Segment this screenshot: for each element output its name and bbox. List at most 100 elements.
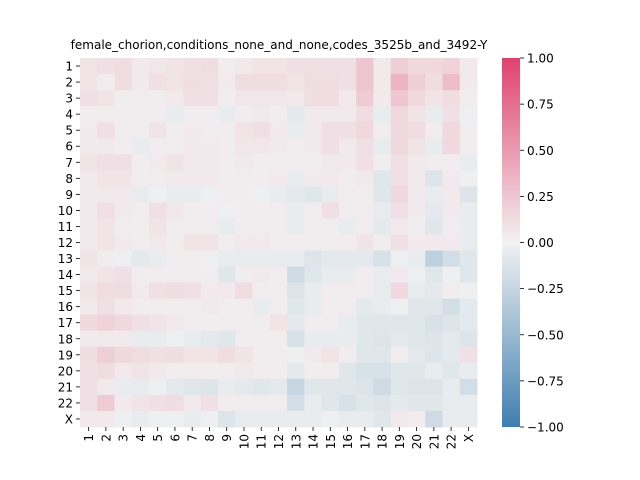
heatmap-cell bbox=[131, 154, 150, 171]
heatmap-cell bbox=[321, 330, 340, 348]
heatmap-cell bbox=[407, 410, 426, 428]
heatmap-cell bbox=[356, 218, 374, 235]
heatmap-cell bbox=[269, 74, 288, 91]
heatmap-cell bbox=[218, 298, 236, 316]
heatmap-cell bbox=[407, 378, 426, 396]
heatmap-cell bbox=[373, 90, 392, 107]
heatmap-cell bbox=[166, 122, 185, 139]
heatmap-cell bbox=[183, 122, 202, 139]
heatmap-cell bbox=[338, 282, 357, 300]
heatmap-cell bbox=[269, 346, 288, 364]
y-tick-label: 17 bbox=[58, 316, 73, 330]
heatmap-cell bbox=[338, 314, 357, 332]
heatmap-cell bbox=[235, 346, 254, 364]
heatmap-cell bbox=[200, 314, 219, 332]
heatmap-cell bbox=[235, 234, 254, 252]
heatmap-cell bbox=[166, 154, 185, 171]
heatmap-cell bbox=[114, 298, 133, 316]
heatmap-cell bbox=[218, 74, 236, 91]
heatmap-cell bbox=[442, 138, 461, 155]
heatmap-cell bbox=[304, 154, 323, 171]
y-tick-label: X bbox=[65, 412, 73, 426]
heatmap-cell bbox=[269, 90, 288, 107]
heatmap-cell bbox=[373, 138, 392, 155]
heatmap-cell bbox=[114, 90, 133, 107]
heatmap-cell bbox=[114, 202, 133, 219]
heatmap-cell bbox=[390, 154, 409, 171]
heatmap-cell bbox=[218, 250, 236, 268]
heatmap-cell bbox=[459, 234, 478, 252]
heatmap-cell bbox=[149, 314, 167, 332]
heatmap-cell bbox=[166, 282, 185, 300]
colorbar-tick-label: 0.25 bbox=[527, 190, 554, 204]
heatmap-cell bbox=[287, 202, 305, 219]
heatmap-cell bbox=[442, 170, 461, 187]
heatmap-cell bbox=[442, 218, 461, 235]
heatmap-cell bbox=[149, 394, 167, 412]
heatmap-cell bbox=[252, 202, 271, 219]
heatmap-cell bbox=[304, 218, 323, 235]
heatmap-cell bbox=[149, 186, 167, 203]
heatmap-cell bbox=[218, 394, 236, 412]
colorbar-tick-label: −1.00 bbox=[527, 421, 564, 435]
heatmap-cell bbox=[183, 138, 202, 155]
heatmap-cell bbox=[321, 58, 340, 75]
heatmap-cell bbox=[287, 218, 305, 235]
heatmap-cell bbox=[442, 234, 461, 252]
heatmap-cell bbox=[269, 378, 288, 396]
heatmap-cell bbox=[390, 122, 409, 139]
heatmap-cell bbox=[252, 170, 271, 187]
heatmap-cell bbox=[97, 282, 116, 300]
heatmap-cell bbox=[407, 394, 426, 412]
heatmap-cell bbox=[425, 282, 443, 300]
heatmap-cell bbox=[459, 314, 478, 332]
heatmap-cell bbox=[338, 154, 357, 171]
heatmap-cell bbox=[114, 154, 133, 171]
heatmap-cell bbox=[287, 330, 305, 348]
heatmap-cell bbox=[252, 138, 271, 155]
heatmap-cell bbox=[97, 90, 116, 107]
heatmap-cell bbox=[425, 58, 443, 75]
heatmap-cell bbox=[183, 298, 202, 316]
heatmap-cell bbox=[97, 410, 116, 428]
heatmap-cell bbox=[287, 106, 305, 123]
heatmap-cell bbox=[149, 218, 167, 235]
heatmap-cell bbox=[304, 106, 323, 123]
heatmap-cell bbox=[373, 122, 392, 139]
heatmap-cell bbox=[183, 186, 202, 203]
heatmap-cell bbox=[149, 378, 167, 396]
colorbar-tick-label: 0.75 bbox=[527, 98, 554, 112]
heatmap-cell bbox=[200, 330, 219, 348]
heatmap-cell bbox=[218, 58, 236, 75]
heatmap-cell bbox=[321, 170, 340, 187]
heatmap-cell bbox=[114, 106, 133, 123]
heatmap-cell bbox=[252, 410, 271, 428]
heatmap-cell bbox=[97, 362, 116, 380]
heatmap-cell bbox=[114, 138, 133, 155]
heatmap-cell bbox=[425, 186, 443, 203]
heatmap-cell bbox=[269, 154, 288, 171]
heatmap-cell bbox=[114, 394, 133, 412]
y-tick-label: 14 bbox=[58, 268, 73, 282]
heatmap-cell bbox=[390, 138, 409, 155]
heatmap-cell bbox=[304, 234, 323, 252]
heatmap-cell bbox=[442, 106, 461, 123]
heatmap-cell bbox=[390, 74, 409, 91]
heatmap-cell bbox=[459, 58, 478, 75]
heatmap-cell bbox=[356, 298, 374, 316]
heatmap-cell bbox=[131, 378, 150, 396]
heatmap-cell bbox=[200, 266, 219, 284]
heatmap-cell bbox=[373, 58, 392, 75]
heatmap-cell bbox=[218, 266, 236, 284]
heatmap-cell bbox=[166, 362, 185, 380]
heatmap-cell bbox=[442, 250, 461, 268]
heatmap-cell bbox=[287, 138, 305, 155]
heatmap-cell bbox=[287, 346, 305, 364]
heatmap-cell bbox=[338, 330, 357, 348]
heatmap-cell bbox=[321, 154, 340, 171]
heatmap-cell bbox=[304, 266, 323, 284]
heatmap-cell bbox=[252, 330, 271, 348]
heatmap-cell bbox=[235, 218, 254, 235]
heatmap-cell bbox=[269, 266, 288, 284]
